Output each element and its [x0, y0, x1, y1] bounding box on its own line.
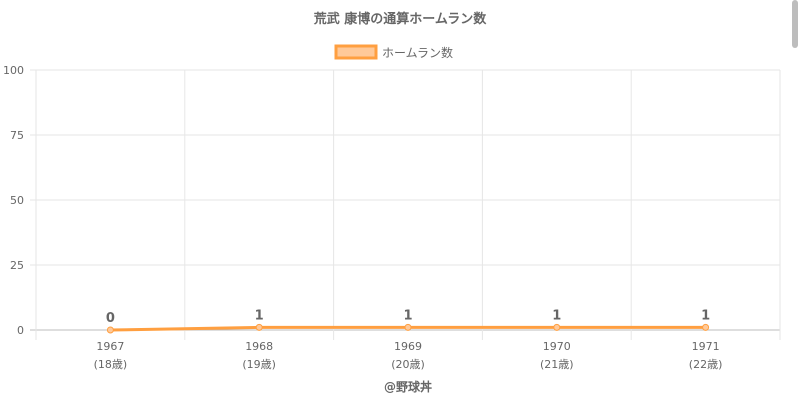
x-tick-sublabel: (18歳): [94, 358, 128, 371]
legend[interactable]: ホームラン数: [334, 44, 453, 60]
x-tick-label: 1968: [245, 340, 273, 353]
footer-credit: @野球丼: [384, 379, 432, 394]
y-tick-label: 50: [10, 194, 24, 207]
data-point: [106, 326, 114, 334]
x-axis-ticks: 1967 (18歳) 1968 (19歳) 1969 (20歳) 1970 (21歳) 1971…: [94, 340, 723, 371]
y-tick-label: 25: [10, 259, 24, 272]
data-labels: 0 1 1 1 1: [106, 308, 710, 326]
y-axis-ticks: 0 25 50 75 100: [3, 64, 24, 337]
data-label: 1: [552, 308, 561, 323]
data-point: [702, 323, 710, 331]
scrollbar-thumb[interactable]: [792, 0, 798, 48]
data-label: 1: [255, 308, 264, 323]
x-tick-label: 1970: [543, 340, 571, 353]
x-tick-sublabel: (19歳): [242, 358, 276, 371]
x-tick-sublabel: (20歳): [391, 358, 425, 371]
data-point: [404, 323, 412, 331]
y-tick-label: 75: [10, 129, 24, 142]
x-tick-sublabel: (21歳): [540, 358, 574, 371]
chart-title: 荒武 康博の通算ホームラン数: [313, 11, 487, 27]
legend-swatch: [334, 44, 378, 60]
y-tick-label: 100: [3, 64, 24, 77]
data-point: [255, 323, 263, 331]
series-homeruns: [106, 323, 710, 334]
x-tick-label: 1971: [692, 340, 720, 353]
data-label: 1: [403, 308, 412, 323]
grid: [30, 69, 781, 340]
data-point: [553, 323, 561, 331]
x-tick-sublabel: (22歳): [689, 358, 723, 371]
x-tick-label: 1967: [96, 340, 124, 353]
data-label: 0: [106, 311, 115, 326]
data-label: 1: [701, 308, 710, 323]
legend-label: ホームラン数: [382, 45, 453, 60]
x-tick-label: 1969: [394, 340, 422, 353]
y-tick-label: 0: [17, 324, 24, 337]
